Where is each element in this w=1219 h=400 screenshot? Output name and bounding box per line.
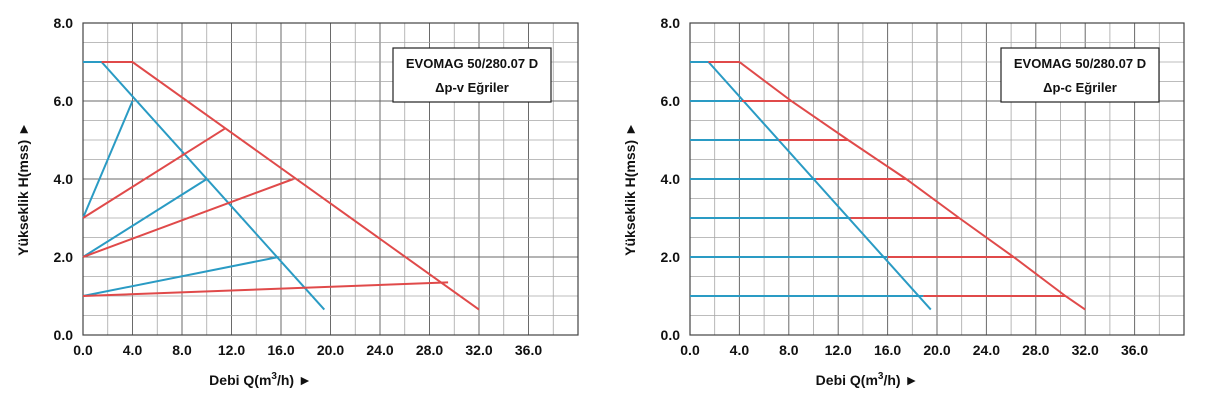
series-line-red [101, 61, 480, 311]
series-line-blue [82, 100, 134, 219]
x-tick-label: 28.0 [1022, 342, 1049, 358]
x-axis-title: Debi Q(m3/h) ► [209, 371, 312, 388]
x-tick-label: 32.0 [465, 342, 492, 358]
plot-frame [82, 22, 579, 336]
x-tick-label: 24.0 [973, 342, 1000, 358]
y-tick-label: 2.0 [661, 249, 681, 265]
x-tick-label: 12.0 [825, 342, 852, 358]
y-tick-label: 8.0 [54, 15, 74, 31]
x-tick-label: 12.0 [218, 342, 245, 358]
y-axis-title: Yükseklik H(mss) ► [15, 122, 31, 256]
info-box [392, 47, 552, 103]
y-tick-label: 0.0 [661, 327, 681, 343]
x-axis-title: Debi Q(m3/h) ► [816, 371, 919, 388]
info-box [1000, 47, 1160, 103]
series-line-blue [690, 61, 932, 311]
info-box-title: EVOMAG 50/280.07 D [1014, 56, 1146, 71]
series-line-blue [82, 178, 208, 258]
y-tick-label: 4.0 [661, 171, 681, 187]
series-line-red [82, 281, 449, 297]
x-tick-label: 20.0 [317, 342, 344, 358]
x-tick-label: 24.0 [366, 342, 393, 358]
x-tick-label: 32.0 [1072, 342, 1099, 358]
info-box-subtitle: Δp-c Eğriler [1043, 80, 1117, 95]
chart-panel-1: 0.0 4.0 8.0 12.0 16.0 20.0 24.0 28.0 32.0 36.0 0.0… [15, 15, 579, 388]
y-tick-label: 6.0 [661, 93, 681, 109]
y-axis-title: Yükseklik H(mss) ► [622, 122, 638, 256]
chart-panel-2: 0.0 4.0 8.0 12.0 16.0 20.0 24.0 28.0 32.0 36.0 0.0… [622, 15, 1185, 388]
x-tick-label: 4.0 [123, 342, 143, 358]
series-line-red [82, 127, 226, 219]
x-tick-label: 8.0 [172, 342, 192, 358]
y-tick-label: 6.0 [54, 93, 74, 109]
x-tick-label: 0.0 [680, 342, 700, 358]
x-tick-label: 4.0 [730, 342, 750, 358]
y-tick-label: 2.0 [54, 249, 74, 265]
x-tick-label: 16.0 [267, 342, 294, 358]
info-box-title: EVOMAG 50/280.07 D [406, 56, 538, 71]
x-tick-label: 8.0 [779, 342, 799, 358]
x-tick-label: 16.0 [874, 342, 901, 358]
y-tick-label: 8.0 [661, 15, 681, 31]
y-tick-label: 4.0 [54, 171, 74, 187]
info-box-subtitle: Δp-v Eğriler [435, 80, 509, 95]
x-tick-label: 20.0 [923, 342, 950, 358]
x-tick-label: 36.0 [1121, 342, 1148, 358]
x-tick-label: 28.0 [416, 342, 443, 358]
x-tick-label: 0.0 [73, 342, 93, 358]
x-tick-label: 36.0 [515, 342, 542, 358]
y-tick-label: 0.0 [54, 327, 74, 343]
series-line-red [82, 178, 294, 258]
series-line-blue [82, 256, 279, 297]
